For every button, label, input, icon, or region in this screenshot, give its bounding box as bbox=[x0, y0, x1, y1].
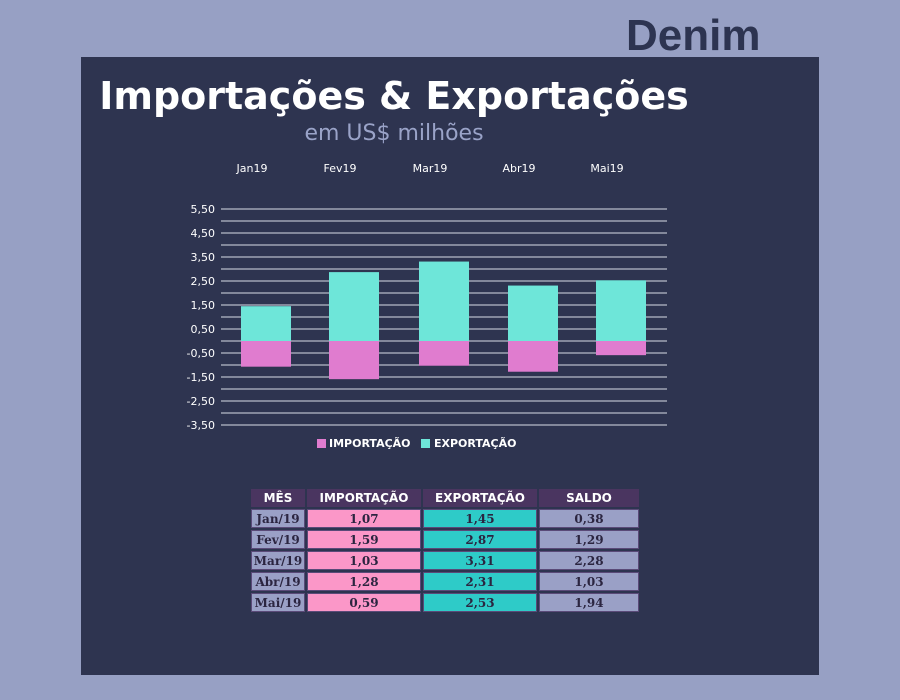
bar-importacao bbox=[508, 341, 558, 372]
cell-exportacao: 3,31 bbox=[423, 551, 537, 570]
header-mes: MÊS bbox=[251, 489, 305, 507]
table-row: Abr/19 1,28 2,31 1,03 bbox=[251, 572, 639, 591]
dashboard-panel: Importações & Exportações em US$ milhões… bbox=[81, 57, 819, 675]
x-category-label: Mai19 bbox=[590, 162, 623, 175]
cell-saldo: 0,38 bbox=[539, 509, 639, 528]
legend-label-importacao: IMPORTAÇÃO bbox=[329, 437, 411, 450]
header-saldo: SALDO bbox=[539, 489, 639, 507]
brand-logo-text: Denim bbox=[626, 11, 761, 60]
bar-importacao bbox=[596, 341, 646, 356]
bar-importacao bbox=[329, 341, 379, 380]
cell-exportacao: 2,87 bbox=[423, 530, 537, 549]
cell-importacao: 1,07 bbox=[307, 509, 421, 528]
table-row: Mai/19 0,59 2,53 1,94 bbox=[251, 593, 639, 612]
legend-swatch-exportacao bbox=[421, 439, 430, 448]
bar-importacao bbox=[419, 341, 469, 366]
x-category-label: Jan19 bbox=[236, 162, 268, 175]
y-tick-label: 3,50 bbox=[191, 251, 216, 264]
y-tick-label: 2,50 bbox=[191, 275, 216, 288]
table-row: Jan/19 1,07 1,45 0,38 bbox=[251, 509, 639, 528]
y-tick-label: 0,50 bbox=[191, 323, 216, 336]
chart-subtitle: em US$ milhões bbox=[304, 121, 484, 146]
bar-exportacao bbox=[241, 306, 291, 341]
cell-importacao: 1,03 bbox=[307, 551, 421, 570]
cell-importacao: 0,59 bbox=[307, 593, 421, 612]
table-row: Fev/19 1,59 2,87 1,29 bbox=[251, 530, 639, 549]
y-tick-label: -0,50 bbox=[187, 347, 215, 360]
bar-importacao bbox=[241, 341, 291, 367]
cell-exportacao: 1,45 bbox=[423, 509, 537, 528]
legend-label-exportacao: EXPORTAÇÃO bbox=[434, 437, 516, 450]
x-category-label: Mar19 bbox=[413, 162, 448, 175]
data-table: MÊS IMPORTAÇÃO EXPORTAÇÃO SALDO Jan/19 1… bbox=[249, 487, 641, 614]
cell-importacao: 1,59 bbox=[307, 530, 421, 549]
cell-saldo: 2,28 bbox=[539, 551, 639, 570]
bar-exportacao bbox=[419, 261, 469, 341]
cell-saldo: 1,29 bbox=[539, 530, 639, 549]
cell-saldo: 1,94 bbox=[539, 593, 639, 612]
x-category-label: Fev19 bbox=[324, 162, 357, 175]
y-tick-label: -3,50 bbox=[187, 419, 215, 432]
bar-exportacao bbox=[596, 280, 646, 341]
table-row: Mar/19 1,03 3,31 2,28 bbox=[251, 551, 639, 570]
legend-swatch-importacao bbox=[317, 439, 326, 448]
bar-exportacao bbox=[508, 285, 558, 341]
cell-saldo: 1,03 bbox=[539, 572, 639, 591]
cell-importacao: 1,28 bbox=[307, 572, 421, 591]
y-tick-label: 4,50 bbox=[191, 227, 216, 240]
y-tick-label: 5,50 bbox=[191, 203, 216, 216]
chart-title: Importações & Exportações bbox=[99, 74, 689, 118]
cell-exportacao: 2,53 bbox=[423, 593, 537, 612]
y-tick-label: 1,50 bbox=[191, 299, 216, 312]
header-exportacao: EXPORTAÇÃO bbox=[423, 489, 537, 507]
y-tick-label: -1,50 bbox=[187, 371, 215, 384]
bar-chart: 5,50 4,50 3,50 2,50 1,50 0,50 -0,50 -1,50 -2,50 -… bbox=[187, 162, 667, 450]
bar-exportacao bbox=[329, 272, 379, 341]
y-tick-label: -2,50 bbox=[187, 395, 215, 408]
cell-mes: Mai/19 bbox=[251, 593, 305, 612]
cell-exportacao: 2,31 bbox=[423, 572, 537, 591]
x-category-label: Abr19 bbox=[502, 162, 535, 175]
table-header-row: MÊS IMPORTAÇÃO EXPORTAÇÃO SALDO bbox=[251, 489, 639, 507]
cell-mes: Fev/19 bbox=[251, 530, 305, 549]
header-importacao: IMPORTAÇÃO bbox=[307, 489, 421, 507]
cell-mes: Jan/19 bbox=[251, 509, 305, 528]
cell-mes: Abr/19 bbox=[251, 572, 305, 591]
cell-mes: Mar/19 bbox=[251, 551, 305, 570]
